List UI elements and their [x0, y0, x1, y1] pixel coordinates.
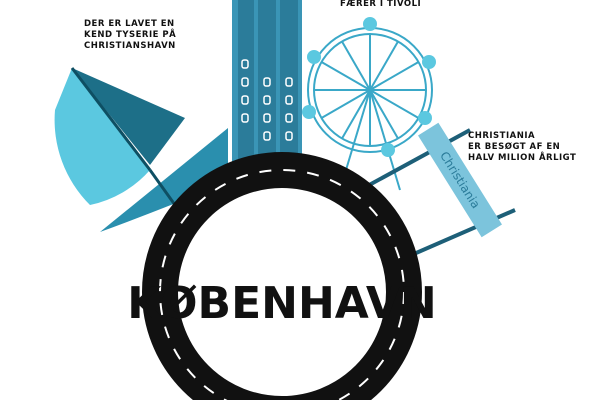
spoke — [369, 89, 399, 139]
spoke — [369, 61, 419, 91]
spoke — [369, 41, 399, 91]
note: DER ER LAVET EN KEND TYSERIE PÅ CHRISTIA… — [84, 19, 180, 51]
boat — [54, 67, 228, 232]
note: CHRISTIANIA ER BESØGT AF EN HALV MILION … — [468, 131, 576, 163]
road: KØBENHAVN — [127, 152, 437, 400]
ferris-wheel — [302, 17, 436, 191]
text-line: ER BESØGT AF EN — [468, 141, 560, 152]
title: KØBENHAVN — [127, 278, 437, 329]
text-line: HALV MILION ÅRLIGT — [468, 152, 576, 163]
tower — [232, 0, 302, 168]
text-line: FÆRER I TIVOLI — [340, 0, 421, 9]
text-line: KEND TYSERIE PÅ — [84, 29, 176, 40]
text-line: CHRISTIANSHAVN — [84, 41, 176, 51]
spoke — [369, 89, 419, 119]
spoke — [321, 89, 371, 119]
spoke — [341, 41, 371, 91]
spoke — [341, 89, 371, 139]
text-line: CHRISTIANIA — [468, 131, 535, 141]
text-line: DER ER LAVET EN — [84, 19, 175, 29]
note: FÆRER I TIVOLI — [340, 0, 421, 9]
spoke — [321, 61, 371, 91]
